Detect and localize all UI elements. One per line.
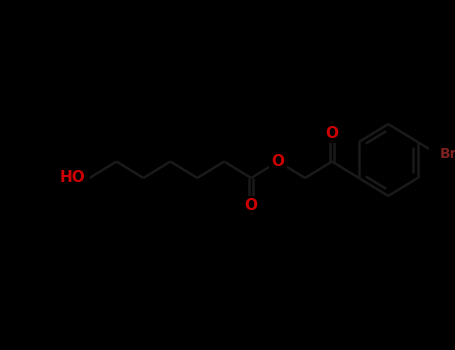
Text: Br: Br	[440, 147, 455, 161]
Text: O: O	[325, 126, 339, 141]
Text: O: O	[245, 198, 258, 214]
Text: HO: HO	[60, 170, 86, 186]
Text: O: O	[272, 154, 284, 169]
